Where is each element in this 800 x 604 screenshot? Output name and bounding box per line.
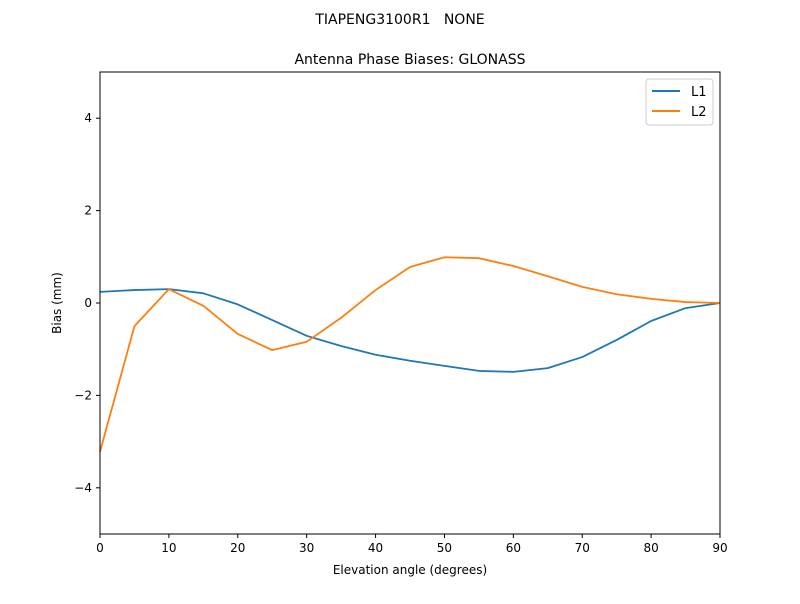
y-tick-label: 4 <box>84 111 92 125</box>
x-tick-label: 50 <box>437 541 452 555</box>
y-tick-label: −2 <box>74 388 92 402</box>
series-line-l1 <box>99 288 721 373</box>
x-tick-label: 90 <box>712 541 727 555</box>
chart-title: Antenna Phase Biases: GLONASS <box>294 52 525 68</box>
x-tick-label: 40 <box>368 541 383 555</box>
x-tick-label: 80 <box>643 541 658 555</box>
x-tick-label: 10 <box>161 541 176 555</box>
series-line-l2 <box>99 256 721 453</box>
x-tick-label: 0 <box>96 541 104 555</box>
y-axis-label: Bias (mm) <box>50 272 64 334</box>
x-tick-label: 60 <box>506 541 521 555</box>
x-axis-label: Elevation angle (degrees) <box>333 563 487 577</box>
legend-label-l1: L1 <box>691 85 707 100</box>
plot-frame <box>99 71 721 535</box>
x-tick-label: 70 <box>575 541 590 555</box>
chart-suptitle: TIAPENG3100R1 NONE <box>314 12 484 28</box>
y-tick-label: 0 <box>84 296 92 310</box>
legend: L1 L2 <box>645 78 714 126</box>
legend-label-l2: L2 <box>691 105 707 120</box>
x-tick-label: 20 <box>230 541 245 555</box>
y-tick-label: 2 <box>84 204 92 218</box>
x-tick-label: 30 <box>299 541 314 555</box>
y-tick-label: −4 <box>74 481 92 495</box>
